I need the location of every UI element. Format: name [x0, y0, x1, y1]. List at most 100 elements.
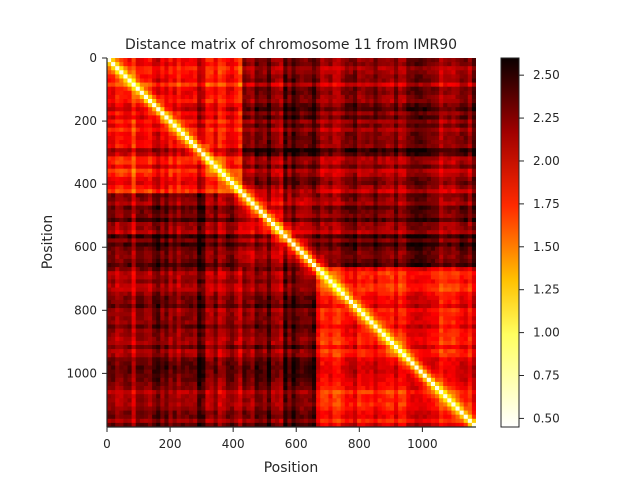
heatmap-cell	[279, 222, 284, 227]
heatmap-cell	[402, 66, 407, 71]
heatmap-cell	[168, 176, 174, 182]
heatmap-cell	[279, 78, 284, 84]
heatmap-cell	[307, 267, 313, 272]
heatmap-cell	[234, 181, 239, 186]
heatmap-cell	[242, 201, 247, 207]
heatmap-cell	[135, 172, 141, 178]
heatmap-cell	[422, 123, 428, 129]
heatmap-cell	[266, 222, 272, 227]
heatmap-cell	[131, 193, 137, 198]
heatmap-cell	[115, 209, 120, 215]
heatmap-cell	[119, 172, 124, 178]
heatmap-cell	[418, 103, 424, 108]
heatmap-cell	[402, 271, 407, 276]
heatmap-cell	[332, 123, 338, 129]
heatmap-cell	[205, 176, 211, 182]
heatmap-cell	[209, 234, 215, 239]
heatmap-cell	[107, 250, 112, 256]
heatmap-cell	[156, 275, 161, 280]
heatmap-cell	[283, 152, 288, 157]
heatmap-cell	[451, 127, 457, 133]
heatmap-cell	[209, 258, 215, 264]
heatmap-cell	[107, 131, 112, 137]
heatmap-cell	[418, 201, 424, 207]
heatmap-cell	[180, 115, 186, 121]
heatmap-cell	[287, 271, 293, 276]
heatmap-cell	[189, 185, 194, 190]
heatmap-cell	[299, 103, 305, 108]
heatmap-cell	[275, 168, 280, 174]
heatmap-cell	[418, 258, 424, 264]
heatmap-cell	[250, 66, 256, 71]
heatmap-cell	[312, 135, 317, 141]
heatmap-cell	[447, 160, 452, 166]
heatmap-cell	[422, 271, 428, 276]
heatmap-cell	[336, 213, 342, 219]
heatmap-cell	[385, 279, 391, 285]
heatmap-cell	[402, 226, 407, 231]
heatmap-cell	[328, 258, 334, 264]
heatmap-cell	[246, 275, 252, 280]
heatmap-cell	[430, 193, 436, 198]
heatmap-cell	[439, 181, 444, 186]
heatmap-cell	[279, 217, 284, 223]
heatmap-cell	[234, 250, 239, 256]
heatmap-cell	[394, 246, 399, 252]
heatmap-cell	[217, 148, 223, 153]
heatmap-cell	[291, 201, 297, 207]
heatmap-cell	[344, 209, 350, 215]
heatmap-cell	[160, 205, 165, 211]
heatmap-cell	[266, 205, 272, 211]
heatmap-cell	[209, 230, 215, 235]
heatmap-cell	[234, 156, 239, 162]
heatmap-cell	[463, 90, 469, 96]
heatmap-cell	[410, 123, 416, 129]
heatmap-cell	[258, 58, 264, 63]
heatmap-cell	[414, 250, 420, 256]
heatmap-cell	[164, 86, 170, 92]
heatmap-cell	[209, 176, 215, 182]
heatmap-cell	[398, 213, 403, 219]
heatmap-cell	[377, 226, 383, 231]
heatmap-cell	[160, 70, 165, 75]
heatmap-cell	[262, 263, 268, 268]
heatmap-cell	[455, 94, 461, 100]
heatmap-cell	[373, 152, 379, 157]
heatmap-cell	[193, 246, 198, 252]
heatmap-cell	[258, 279, 264, 285]
heatmap-cell	[164, 82, 170, 88]
heatmap-cell	[422, 234, 428, 239]
heatmap-cell	[361, 275, 366, 280]
heatmap-cell	[221, 164, 227, 170]
heatmap-cell	[295, 168, 301, 174]
heatmap-cell	[119, 62, 124, 67]
heatmap-cell	[266, 209, 272, 215]
heatmap-cell	[414, 242, 420, 248]
heatmap-cell	[402, 205, 407, 211]
heatmap-cell	[344, 242, 350, 248]
heatmap-cell	[369, 78, 375, 84]
heatmap-cell	[320, 127, 325, 133]
heatmap-cell	[394, 127, 399, 133]
heatmap-cell	[377, 213, 383, 219]
heatmap-cell	[447, 156, 452, 162]
heatmap-cell	[189, 140, 194, 145]
heatmap-cell	[447, 185, 452, 190]
heatmap-cell	[139, 258, 145, 264]
heatmap-cell	[283, 82, 288, 88]
heatmap-cell	[385, 258, 391, 264]
heatmap-cell	[418, 193, 424, 198]
heatmap-cell	[266, 271, 272, 276]
heatmap-cell	[295, 230, 301, 235]
heatmap-cell	[422, 103, 428, 108]
heatmap-cell	[139, 127, 145, 133]
heatmap-cell	[131, 115, 137, 121]
heatmap-cell	[271, 152, 276, 157]
heatmap-cell	[328, 107, 334, 112]
heatmap-cell	[406, 70, 411, 75]
heatmap-cell	[279, 70, 284, 75]
heatmap-cell	[402, 275, 407, 280]
heatmap-cell	[291, 58, 297, 63]
heatmap-cell	[275, 263, 280, 268]
heatmap-cell	[193, 164, 198, 170]
